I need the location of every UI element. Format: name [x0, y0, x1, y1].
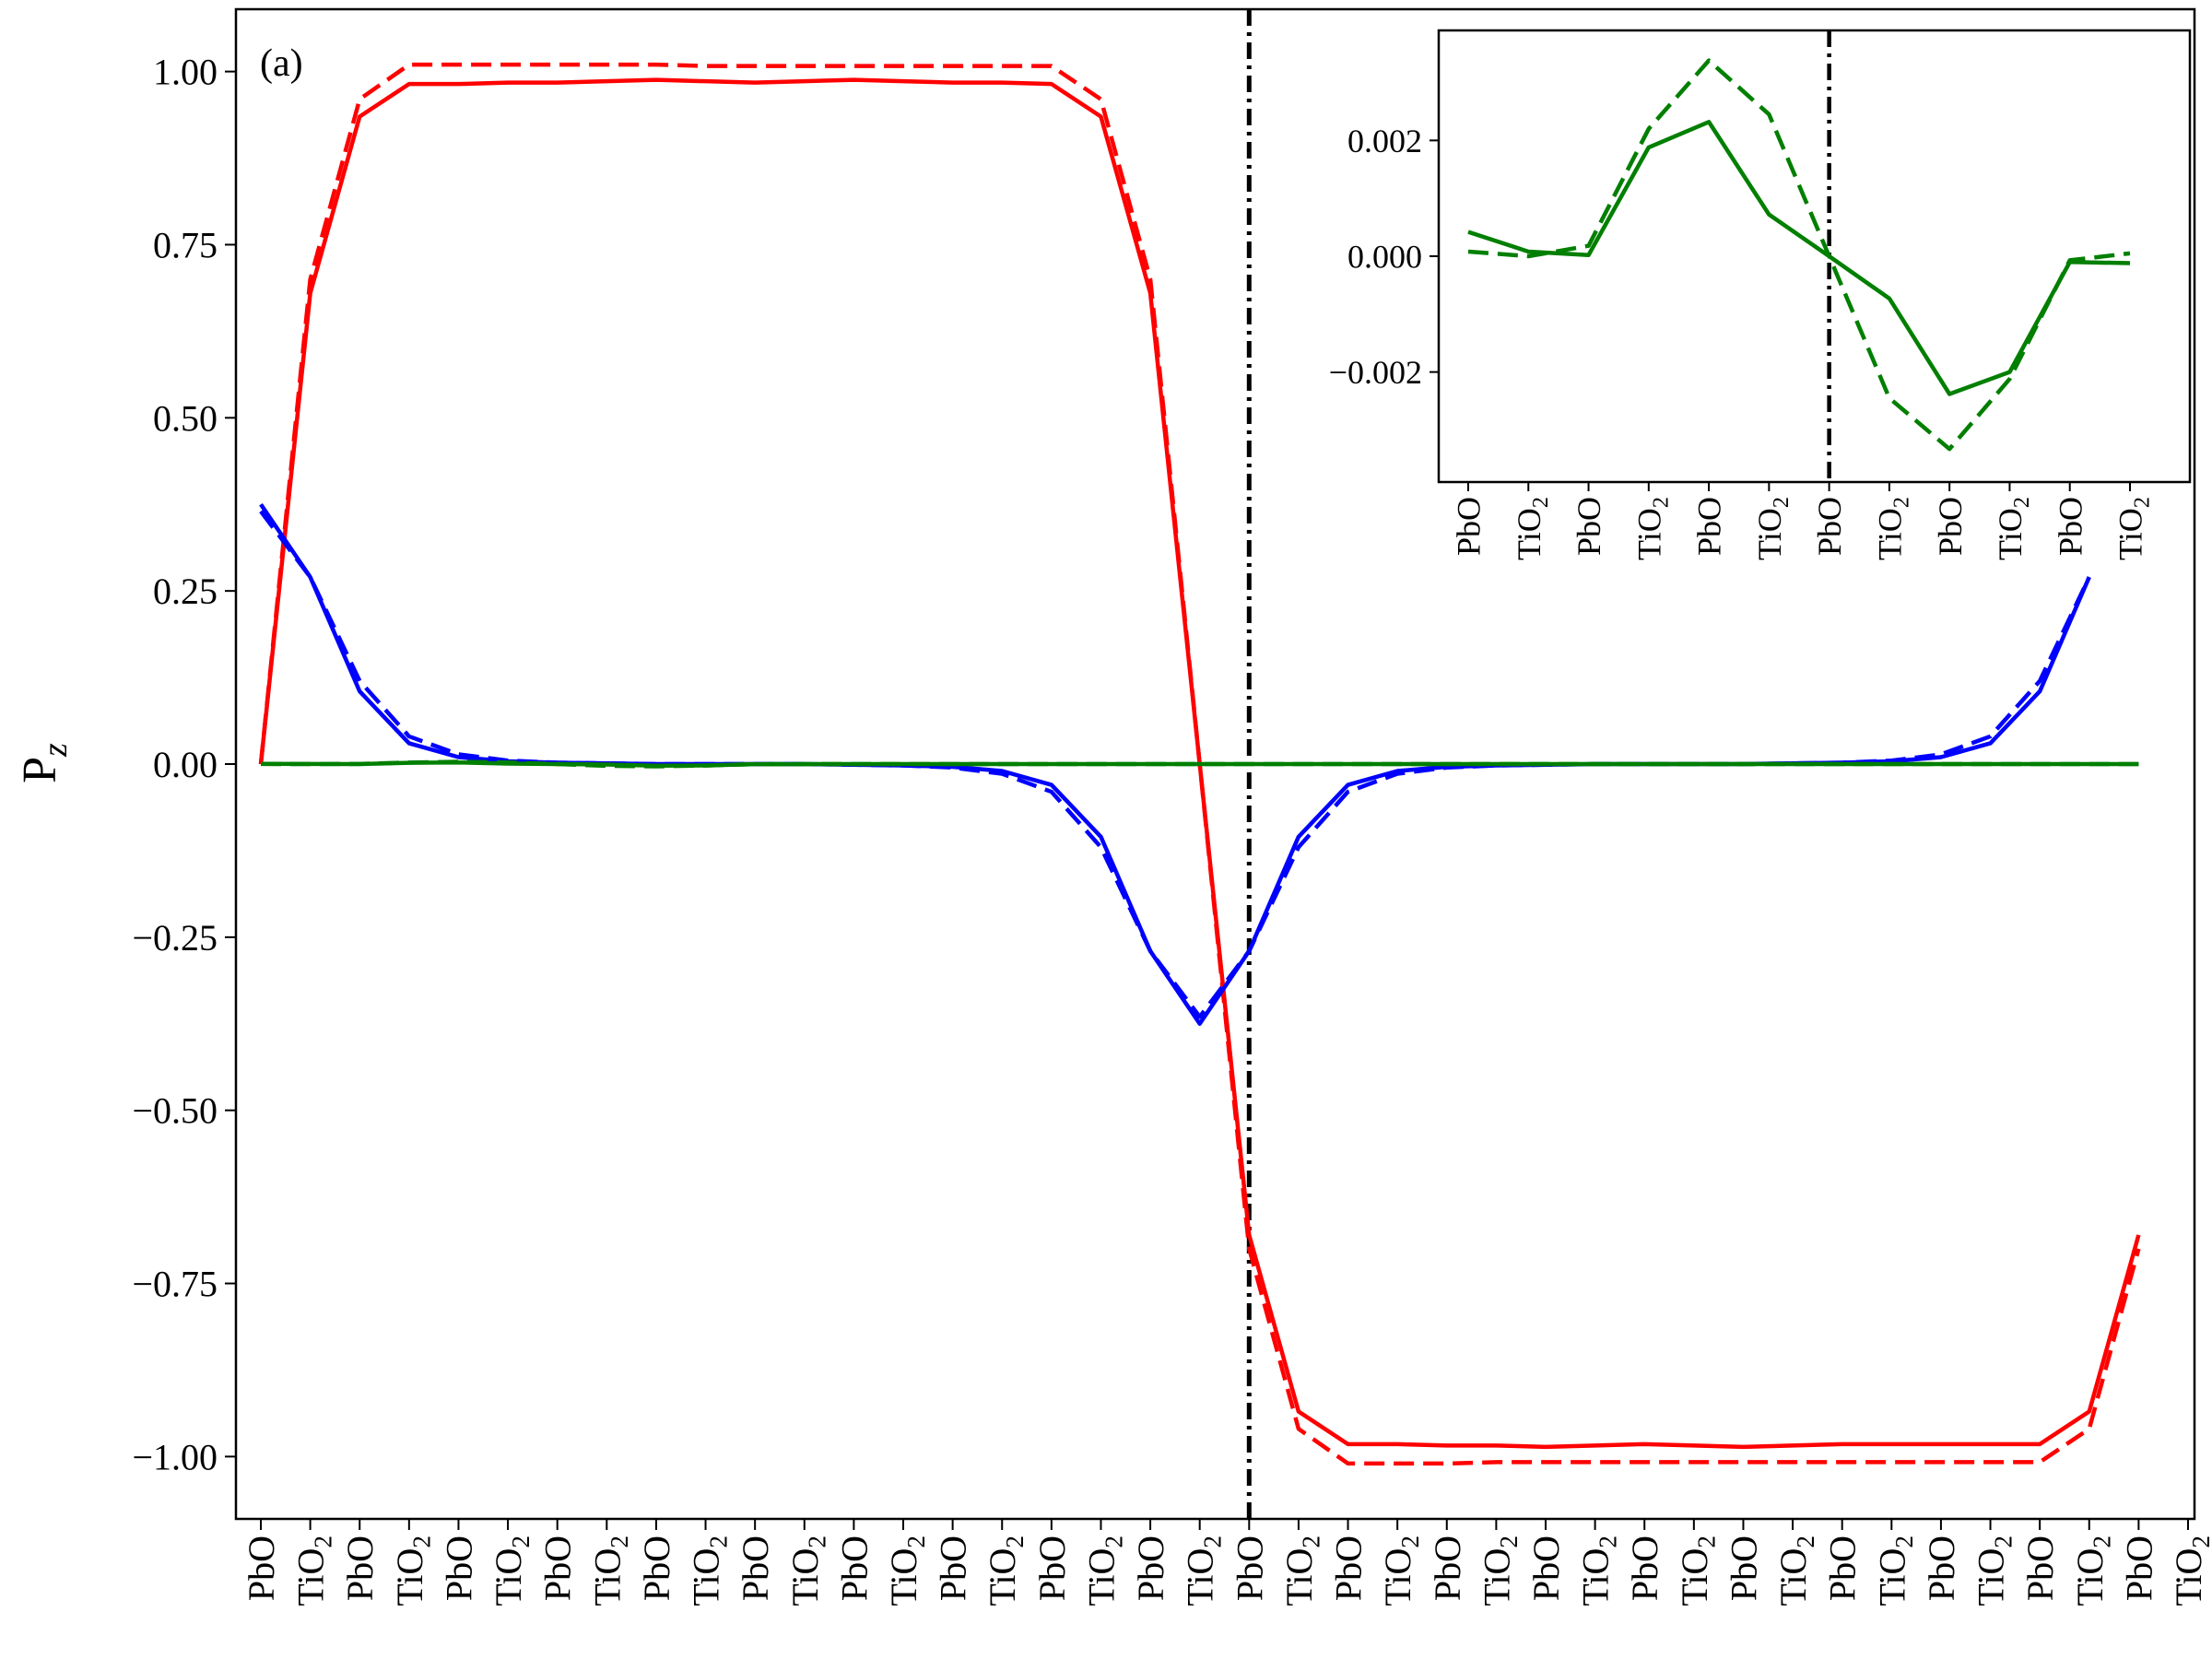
inset-x-tick-label: TiO2 [2112, 497, 2155, 560]
x-tick-label: PbO [1921, 1535, 1962, 1601]
inset-x-tick-label: TiO2 [1872, 497, 1914, 560]
y-tick-label: 1.00 [153, 52, 218, 93]
inset-x-tick-label: TiO2 [1992, 497, 2034, 560]
x-tick-label: TiO2 [1971, 1535, 2018, 1606]
inset-x-tick-label: PbO [2052, 497, 2088, 556]
y-tick-label: −0.75 [132, 1264, 218, 1305]
x-tick-label: PbO [1130, 1535, 1171, 1601]
x-tick-label: PbO [241, 1535, 282, 1601]
panel-label: (a) [260, 42, 303, 85]
inset-x-tick-label: TiO2 [1630, 497, 1673, 560]
y-tick-label: 0.50 [153, 397, 218, 439]
x-tick-label: TiO2 [686, 1535, 733, 1606]
x-tick-label: TiO2 [1377, 1535, 1424, 1606]
x-tick-label: PbO [1328, 1535, 1370, 1601]
y-tick-label: 0.75 [153, 224, 218, 265]
x-tick-label: PbO [438, 1535, 479, 1601]
x-tick-label: PbO [833, 1535, 875, 1601]
x-tick-label: PbO [1525, 1535, 1567, 1601]
x-tick-label: TiO2 [1278, 1535, 1325, 1606]
y-tick-label: −0.50 [132, 1090, 218, 1132]
y-tick-label: −1.00 [132, 1436, 218, 1477]
y-axis-label: Pz [14, 743, 75, 783]
inset-y-tick-label: 0.002 [1347, 123, 1422, 159]
x-tick-label: TiO2 [389, 1535, 436, 1606]
x-tick-label: TiO2 [1772, 1535, 1819, 1606]
x-tick-label: TiO2 [1180, 1535, 1227, 1606]
inset-y-tick-label: −0.002 [1329, 354, 1422, 391]
inset-series-line-1 [1467, 58, 2131, 452]
x-tick-label: PbO [636, 1535, 677, 1601]
x-tick-label: TiO2 [1476, 1535, 1523, 1606]
x-tick-label: TiO2 [883, 1535, 930, 1606]
inset-y-tick-label: 0.000 [1347, 239, 1422, 276]
inset-x-tick-label: PbO [1691, 497, 1728, 556]
inset-x-tick-label: PbO [1571, 497, 1607, 556]
x-tick-label: TiO2 [1080, 1535, 1127, 1606]
x-tick-label: PbO [339, 1535, 381, 1601]
x-tick-label: PbO [1723, 1535, 1764, 1601]
x-tick-label: TiO2 [290, 1535, 337, 1606]
inset-series-line-0 [1467, 120, 2131, 396]
x-tick-label: PbO [1031, 1535, 1073, 1601]
x-tick-label: PbO [1822, 1535, 1864, 1601]
x-tick-label: TiO2 [784, 1535, 831, 1606]
x-tick-label: TiO2 [2069, 1535, 2116, 1606]
x-tick-label: TiO2 [488, 1535, 535, 1606]
x-tick-label: TiO2 [982, 1535, 1029, 1606]
y-tick-label: 0.00 [153, 744, 218, 785]
x-tick-label: PbO [2118, 1535, 2159, 1601]
x-tick-label: PbO [537, 1535, 579, 1601]
x-tick-label: PbO [1624, 1535, 1665, 1601]
y-tick-label: 0.25 [153, 571, 218, 612]
x-tick-label: TiO2 [2168, 1535, 2212, 1606]
x-tick-label: TiO2 [1575, 1535, 1622, 1606]
x-tick-label: PbO [2019, 1535, 2061, 1601]
inset-x-tick-label: PbO [1811, 497, 1848, 556]
inset-x-tick-label: TiO2 [1751, 497, 1794, 560]
x-tick-label: TiO2 [1674, 1535, 1721, 1606]
inset-x-tick-label: TiO2 [1511, 497, 1553, 560]
x-tick-label: PbO [1229, 1535, 1270, 1601]
x-tick-label: PbO [933, 1535, 974, 1601]
x-tick-label: TiO2 [586, 1535, 633, 1606]
x-tick-label: PbO [1427, 1535, 1468, 1601]
inset-chart: 0.002 0.000 −0.002 PbO TiO2 PbO TiO2 PbO TiO2 PbO… [1329, 29, 2192, 560]
y-tick-label: −0.25 [132, 917, 218, 959]
x-tick-label: TiO2 [1871, 1535, 1918, 1606]
main-chart: 1.00 0.75 0.50 0.25 0.00 −0.25 −0.50 −0.75 −1.00… [14, 7, 2212, 1606]
x-tick-label: PbO [735, 1535, 776, 1601]
series-line-5 [260, 759, 2139, 769]
inset-x-tick-label: PbO [1932, 497, 1969, 556]
inset-fill [1439, 30, 2190, 482]
inset-x-tick-label: PbO [1451, 497, 1488, 556]
